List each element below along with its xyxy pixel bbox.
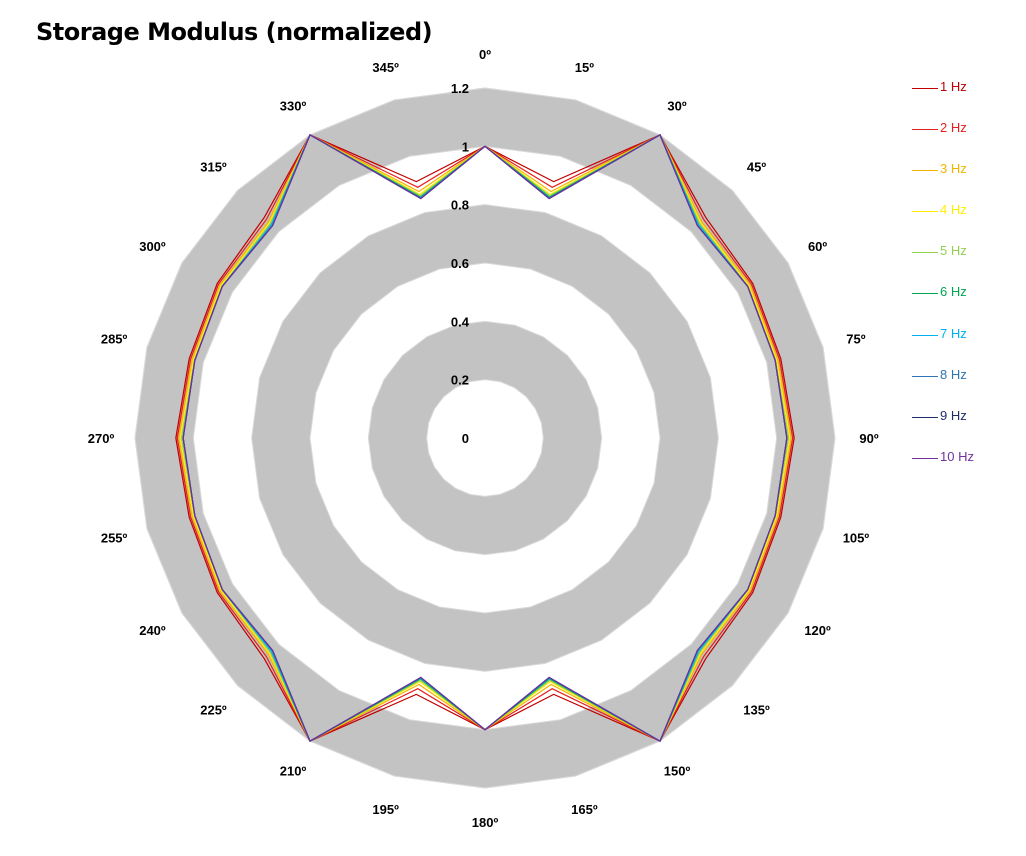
legend-swatch (912, 416, 938, 418)
legend-swatch (912, 211, 938, 213)
radial-tick-label: 0 (462, 431, 469, 446)
legend-label: 4 Hz (940, 202, 967, 218)
series-line (182, 134, 788, 742)
angle-label: 180º (472, 815, 499, 830)
angle-label: 135º (743, 703, 770, 718)
radial-tick-label: 1 (462, 139, 469, 154)
angle-label: 45º (747, 159, 766, 174)
radial-axis-tick-labels: 0 0.2 0.4 0.6 0.8 1 1.2 (451, 81, 470, 446)
legend-label: 5 Hz (940, 243, 967, 259)
legend-label: 7 Hz (940, 325, 967, 341)
angle-label: 345º (372, 60, 399, 75)
angle-label: 195º (372, 802, 399, 817)
angle-label: 165º (571, 802, 598, 817)
grid-outer-ring (134, 87, 836, 789)
legend-label: 2 Hz (940, 120, 967, 136)
angle-axis-labels: 0º 15º 30º 45º 60º 75º 90º 105º 120º 135º 150º 165º… (88, 47, 879, 830)
radial-grid-bands (134, 87, 836, 789)
legend-swatch (912, 457, 938, 459)
legend-swatch (912, 293, 938, 295)
legend-label: 3 Hz (940, 161, 967, 177)
radial-tick-label: 0.8 (451, 198, 469, 213)
legend-swatch (912, 334, 938, 336)
legend-label: 8 Hz (940, 366, 967, 382)
angle-label: 15º (575, 60, 594, 75)
angle-label: 285º (101, 332, 128, 347)
angle-label: 300º (139, 239, 166, 254)
legend-swatch (912, 88, 938, 89)
angle-label: 105º (843, 530, 870, 545)
legend-swatch (912, 375, 938, 377)
legend-label: 9 Hz (940, 407, 967, 423)
radial-tick-label: 0.6 (451, 256, 469, 271)
legend-swatch (912, 252, 938, 254)
radial-tick-label: 0.2 (451, 373, 469, 388)
angle-label: 75º (846, 332, 865, 347)
angle-label: 0º (479, 47, 491, 62)
angle-label: 150º (664, 764, 691, 779)
angle-label: 60º (808, 239, 827, 254)
grid-band (426, 379, 544, 497)
angle-label: 255º (101, 530, 128, 545)
angle-label: 225º (200, 703, 227, 718)
chart-title: Storage Modulus (normalized) (36, 18, 433, 46)
legend-label: 6 Hz (940, 284, 967, 300)
legend-swatch (912, 170, 938, 172)
legend-swatch (912, 129, 938, 131)
series-lines (175, 134, 795, 742)
legend-label: 10 Hz (940, 448, 974, 464)
angle-label: 210º (280, 764, 307, 779)
angle-label: 315º (200, 159, 227, 174)
angle-label: 270º (88, 431, 115, 446)
angle-label: 120º (804, 623, 831, 638)
angle-label: 30º (667, 98, 686, 113)
angle-label: 240º (139, 623, 166, 638)
angle-label: 330º (280, 98, 307, 113)
angle-label: 90º (859, 431, 878, 446)
legend-label: 1 Hz (940, 79, 967, 94)
radial-tick-label: 1.2 (451, 81, 469, 96)
radial-tick-label: 0.4 (451, 314, 470, 329)
